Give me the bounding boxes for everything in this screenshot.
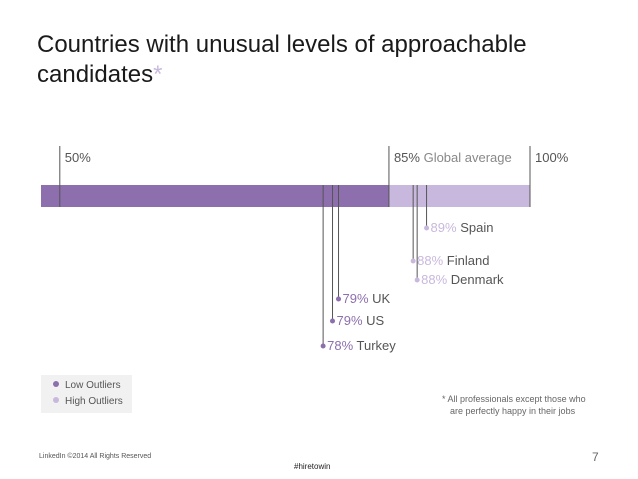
legend-label-low: Low Outliers — [65, 380, 121, 391]
outlier-label-us: 79% US — [337, 313, 385, 328]
bar-segment-low — [41, 185, 389, 207]
outlier-label-denmark: 88% Denmark — [421, 272, 504, 287]
hashtag-text: #hiretowin — [294, 462, 331, 471]
tick-label-85: 85% Global average — [394, 150, 512, 165]
legend-dot-low — [53, 381, 59, 387]
footnote-line-2: are perfectly happy in their jobs — [450, 406, 576, 416]
outlier-dot-finland — [410, 258, 416, 264]
outlier-dot-us — [330, 318, 336, 324]
outlier-label-turkey: 78% Turkey — [327, 338, 396, 353]
outlier-group: 89% Spain 88% Finland 88% Denmark 79% UK 79%… — [320, 185, 504, 353]
outlier-dot-uk — [336, 296, 342, 302]
legend-item-high: High Outliers — [53, 396, 123, 407]
outlier-dot-turkey — [320, 343, 326, 349]
outlier-label-spain: 89% Spain — [431, 220, 494, 235]
page-number: 7 — [592, 450, 599, 464]
slide-title: Countries with unusual levels of approac… — [37, 30, 597, 90]
footnote-line-1: * All professionals except those who — [442, 394, 586, 404]
legend: Low Outliers High Outliers — [41, 375, 132, 413]
outlier-dot-denmark — [414, 277, 420, 283]
legend-dot-high — [53, 397, 59, 403]
title-asterisk: * — [153, 61, 163, 88]
legend-item-low: Low Outliers — [53, 380, 121, 391]
legend-label-high: High Outliers — [65, 396, 123, 407]
tick-label-50: 50% — [65, 150, 91, 165]
outlier-label-finland: 88% Finland — [417, 253, 489, 268]
bar-segment-high — [388, 185, 530, 207]
footnote: * All professionals except those who are… — [442, 393, 612, 417]
copyright-text: LinkedIn ©2014 All Rights Reserved — [39, 453, 152, 460]
title-line-2: candidates — [37, 61, 154, 88]
bar-group — [41, 185, 530, 207]
tick-group: 50% 85% Global average 100% — [59, 146, 569, 207]
title-line-1: Countries with unusual levels of approac… — [37, 31, 527, 58]
outlier-label-uk: 79% UK — [343, 291, 391, 306]
tick-label-100: 100% — [535, 150, 569, 165]
outlier-dot-spain — [424, 225, 430, 231]
